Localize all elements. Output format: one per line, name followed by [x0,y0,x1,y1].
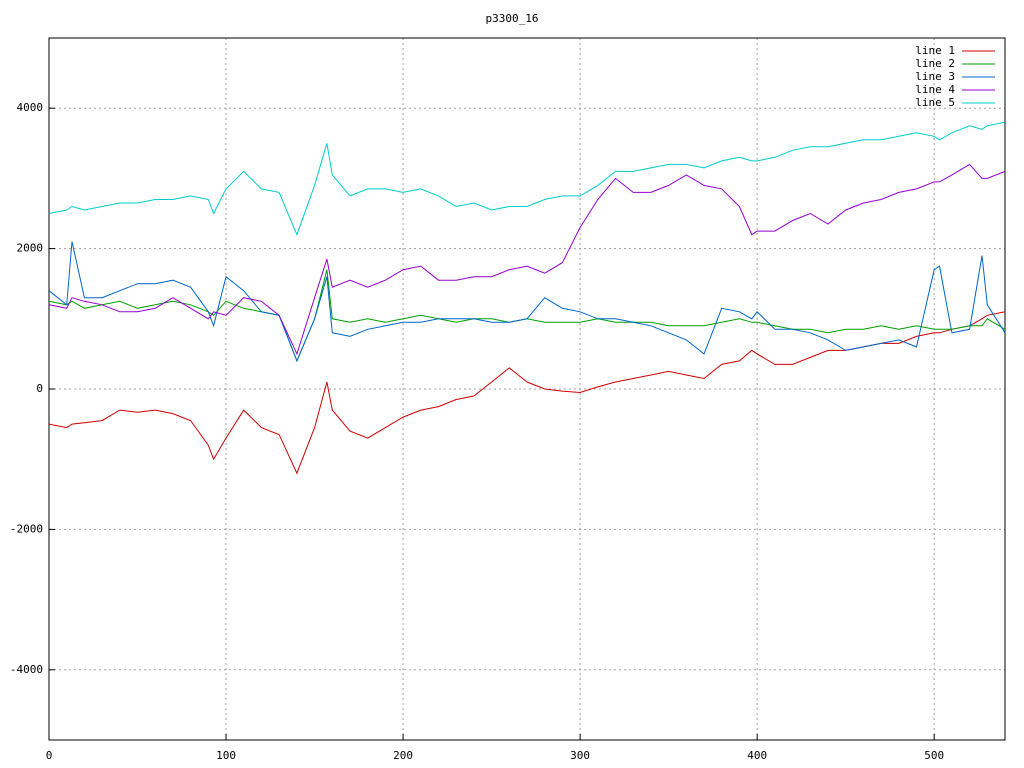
x-tick-label: 100 [216,749,236,762]
y-tick-label: -2000 [10,522,43,535]
x-tick-label: 0 [46,749,53,762]
legend-label: line 1 [915,44,955,57]
legend-label: line 2 [915,57,955,70]
y-tick-label: 0 [36,382,43,395]
plot-border [48,37,1006,741]
y-tick-label: -4000 [10,663,43,676]
legend-label: line 3 [915,70,955,83]
chart-title: p3300_16 [486,12,539,25]
series-line [48,241,1006,363]
y-tick-label: 4000 [17,101,44,114]
series-line [48,163,1006,356]
series-line [48,121,1006,236]
x-tick-label: 500 [924,749,944,762]
x-tick-label: 300 [570,749,590,762]
legend-label: line 5 [915,96,955,109]
series-line [48,311,1006,475]
x-tick-label: 200 [393,749,413,762]
legend-label: line 4 [915,83,955,96]
x-tick-label: 400 [747,749,767,762]
y-tick-label: 2000 [17,242,44,255]
